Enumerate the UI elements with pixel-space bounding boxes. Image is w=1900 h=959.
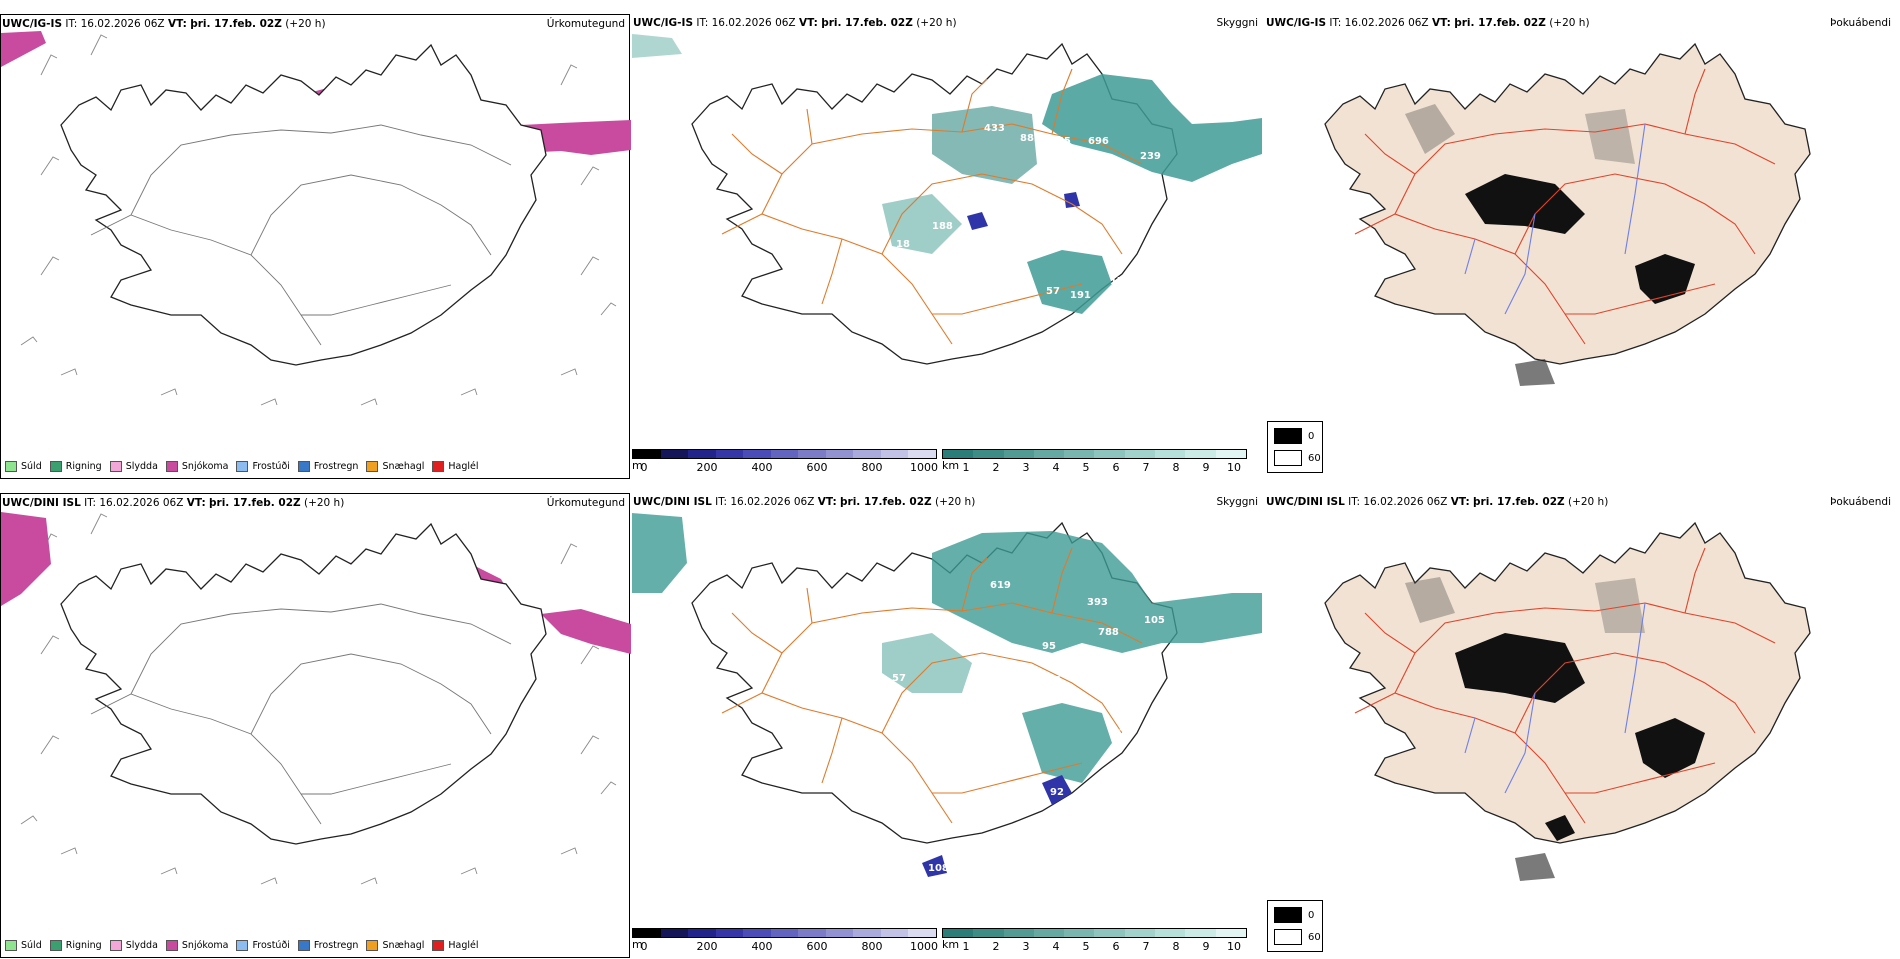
fog-dense-area bbox=[1635, 718, 1705, 778]
value-label: 27 bbox=[1112, 728, 1126, 739]
panel-header: UWC/DINI ISL IT: 16.02.2026 06Z VT: þri.… bbox=[633, 496, 976, 508]
height-colorbar: 0 200 400 600 800 1000 m bbox=[632, 449, 938, 475]
value-label: 9 bbox=[1112, 256, 1119, 267]
visibility-colorbar: 1 2 3 4 5 6 7 8 9 10 km bbox=[942, 449, 1247, 475]
value-label: 308 bbox=[950, 250, 971, 261]
value-label: 882 bbox=[1020, 133, 1041, 144]
cloud-area bbox=[1027, 250, 1112, 314]
fog-area bbox=[1064, 192, 1080, 208]
fog-index-map bbox=[1324, 43, 1811, 386]
fog-light-area bbox=[1515, 853, 1555, 881]
fog-index-map bbox=[1324, 522, 1811, 881]
snow-area bbox=[541, 609, 631, 654]
visibility-map: 433 882 965 696 239 37 72 188 18 308 162… bbox=[632, 34, 1262, 365]
precip-type-panel-igis: UWC/IG-IS IT: 16.02.2026 06Z VT: þri. 17… bbox=[0, 14, 631, 479]
value-label: 9 bbox=[1110, 705, 1117, 716]
value-label: 188 bbox=[932, 221, 953, 232]
panel-header: UWC/IG-IS IT: 16.02.2026 06Z VT: þri. 17… bbox=[2, 18, 326, 30]
fog-light-area bbox=[1405, 577, 1455, 623]
fog-legend: 0 60 bbox=[1267, 900, 1323, 952]
fog-area bbox=[1042, 775, 1072, 805]
panel-title: Skyggni bbox=[1216, 17, 1259, 29]
fog-light-area bbox=[1405, 104, 1455, 154]
value-label: 696 bbox=[1088, 136, 1109, 147]
panel-header: UWC/IG-IS IT: 16.02.2026 06Z VT: þri. 17… bbox=[1266, 17, 1590, 29]
cloud-area bbox=[632, 513, 687, 593]
fog-area bbox=[922, 855, 947, 877]
height-colorbar-strip bbox=[632, 449, 937, 459]
value-label: 5 bbox=[912, 252, 919, 263]
value-label: 37 bbox=[1132, 180, 1146, 191]
precip-map bbox=[1, 31, 631, 406]
value-label: 57 bbox=[1046, 286, 1060, 297]
visibility-panel-igis: UWC/IG-IS IT: 16.02.2026 06Z VT: þri. 17… bbox=[632, 14, 1262, 479]
cloud-area bbox=[882, 194, 962, 254]
value-label: 788 bbox=[1098, 627, 1119, 638]
fog-light-area bbox=[1515, 359, 1555, 386]
fog-dense-area bbox=[1545, 815, 1575, 841]
height-colorbar: 0 200 400 600 800 1000 m bbox=[632, 928, 938, 954]
value-label: 176 bbox=[1110, 276, 1131, 287]
value-label: 57 bbox=[892, 673, 906, 684]
fog-index-panel-dini: UWC/DINI ISL IT: 16.02.2026 06Z VT: þri.… bbox=[1265, 493, 1895, 958]
value-label: 162 bbox=[1042, 228, 1063, 239]
panel-header: UWC/IG-IS IT: 16.02.2026 06Z VT: þri. 17… bbox=[633, 17, 957, 29]
visibility-panel-dini: UWC/DINI ISL IT: 16.02.2026 06Z VT: þri.… bbox=[632, 493, 1262, 958]
height-colorbar-strip bbox=[632, 928, 937, 938]
value-label: 191 bbox=[1070, 290, 1091, 301]
precip-legend: Súld Rigning Slydda Snjókoma Frostúði Fr… bbox=[5, 461, 479, 472]
value-label: 393 bbox=[1087, 597, 1108, 608]
panel-title: Skyggni bbox=[1216, 496, 1259, 508]
value-label: 92 bbox=[1050, 787, 1064, 798]
fog-light-area bbox=[1585, 109, 1635, 164]
value-label: 619 bbox=[990, 580, 1011, 591]
panel-header: UWC/DINI ISL IT: 16.02.2026 06Z VT: þri.… bbox=[2, 497, 345, 509]
fog-dense-area bbox=[1465, 174, 1585, 234]
panel-title: Þokuábendi bbox=[1830, 17, 1891, 29]
panel-title: Úrkomutegund bbox=[546, 497, 625, 509]
value-label: 108 bbox=[928, 863, 949, 874]
fog-dense-area bbox=[1635, 254, 1695, 304]
panel-header: UWC/DINI ISL IT: 16.02.2026 06Z VT: þri.… bbox=[1266, 496, 1609, 508]
value-label: 433 bbox=[984, 123, 1005, 134]
visibility-colorbar-strip bbox=[942, 449, 1247, 459]
panel-title: Þokuábendi bbox=[1830, 496, 1891, 508]
value-label: 18 bbox=[896, 239, 910, 250]
visibility-colorbar: 1 2 3 4 5 6 7 8 9 10 km bbox=[942, 928, 1247, 954]
value-label: 95 bbox=[1042, 641, 1056, 652]
fog-light-area bbox=[1595, 578, 1645, 633]
value-label: 72 bbox=[990, 190, 1004, 201]
fog-dense-area bbox=[1455, 633, 1585, 703]
visibility-colorbar-strip bbox=[942, 928, 1247, 938]
value-label: 86 bbox=[722, 593, 736, 604]
value-label: 206 bbox=[1040, 675, 1061, 686]
visibility-map: 86 619 393 788 105 95 147 206 57 9 27 92… bbox=[632, 513, 1262, 877]
cloud-area bbox=[632, 34, 682, 58]
cloud-area bbox=[1042, 74, 1262, 182]
snow-area bbox=[1, 512, 51, 606]
precip-type-panel-dini: UWC/DINI ISL IT: 16.02.2026 06Z VT: þri.… bbox=[0, 493, 631, 958]
value-label: 105 bbox=[1144, 615, 1165, 626]
cloud-area bbox=[932, 531, 1262, 653]
precip-map bbox=[1, 512, 631, 885]
cloud-area bbox=[882, 633, 972, 693]
value-label: 965 bbox=[1050, 136, 1071, 147]
cloud-area bbox=[932, 106, 1037, 184]
value-label: 239 bbox=[1140, 151, 1161, 162]
fog-legend: 0 60 bbox=[1267, 421, 1323, 473]
snow-area bbox=[1, 31, 46, 67]
value-label: 147 bbox=[1056, 657, 1077, 668]
panel-title: Úrkomutegund bbox=[546, 18, 625, 30]
cloud-area bbox=[1022, 703, 1112, 783]
fog-index-panel-igis: UWC/IG-IS IT: 16.02.2026 06Z VT: þri. 17… bbox=[1265, 14, 1895, 479]
value-label: 69 bbox=[908, 863, 922, 874]
fog-area bbox=[967, 212, 988, 230]
precip-legend: Súld Rigning Slydda Snjókoma Frostúði Fr… bbox=[5, 940, 479, 951]
